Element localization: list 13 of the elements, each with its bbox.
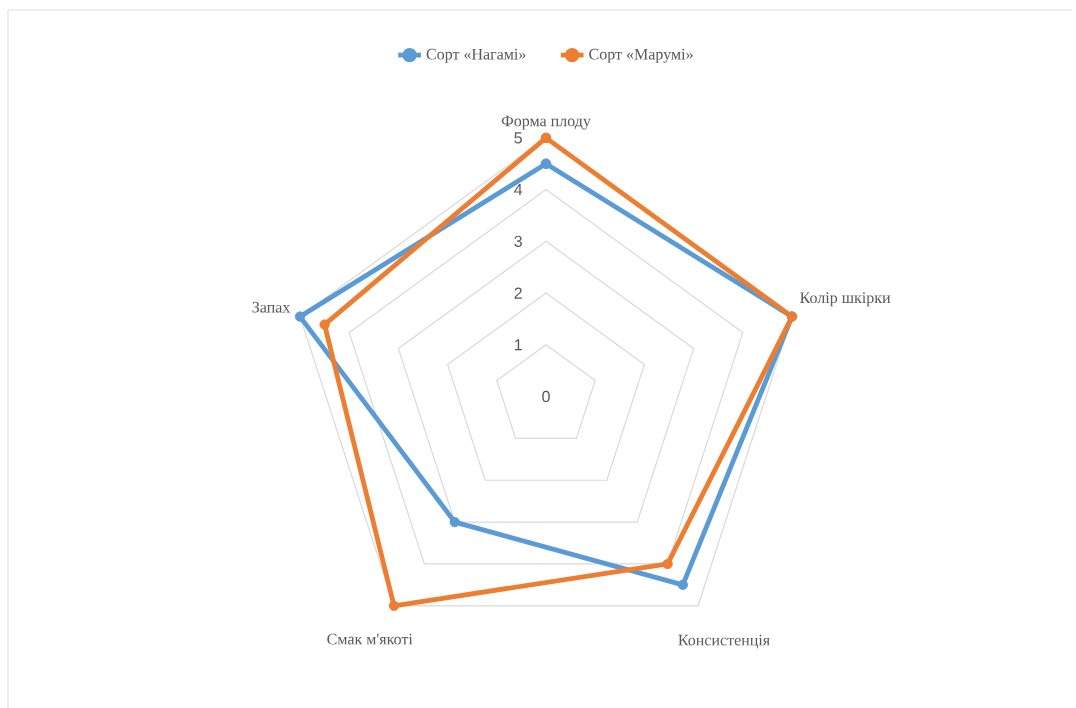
y-tick-label: 5 [514, 132, 522, 144]
y-tick-label: 1 [514, 339, 522, 351]
spoke-label: Консистенція [678, 634, 770, 649]
y-tick-label: 0 [542, 390, 550, 402]
spoke-label: Смак м'якоті [327, 633, 413, 645]
legend-label: Сорт «Нагамі» [426, 48, 526, 63]
y-tick-label: 3 [514, 235, 522, 247]
spoke-label: Колір шкірки [800, 292, 891, 307]
y-tick-label: 2 [514, 287, 522, 299]
legend-label: Сорт «Марумі» [589, 48, 693, 63]
spoke-label: Запах [252, 301, 291, 313]
spoke-label: Форма плоду [501, 115, 591, 130]
y-tick-label: 4 [514, 183, 523, 195]
